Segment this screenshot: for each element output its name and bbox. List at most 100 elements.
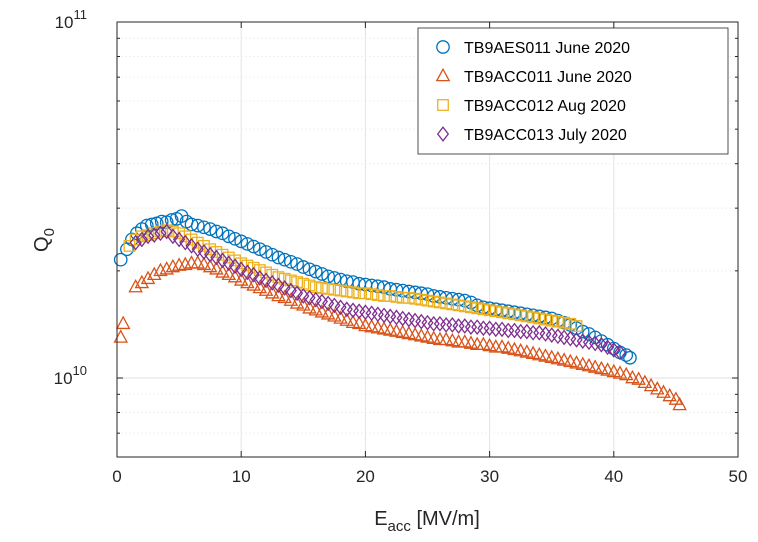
data-point — [340, 285, 353, 298]
data-point — [320, 306, 336, 320]
data-point — [159, 261, 174, 275]
plot-frame — [116, 21, 739, 458]
data-point — [544, 349, 559, 364]
data-point — [477, 303, 490, 316]
data-point — [339, 312, 355, 326]
data-point — [316, 282, 328, 294]
data-point — [202, 258, 218, 273]
data-point — [595, 336, 608, 353]
legend-marker — [436, 40, 450, 54]
data-point — [146, 266, 162, 281]
data-point — [197, 244, 211, 260]
data-point — [135, 231, 148, 248]
data-point — [570, 320, 583, 332]
data-point — [421, 294, 434, 307]
data-point — [123, 239, 136, 252]
data-point — [240, 274, 255, 289]
data-point — [227, 268, 243, 283]
data-point — [353, 287, 366, 300]
data-point — [253, 270, 266, 286]
data-point — [656, 384, 671, 398]
data-point — [184, 217, 199, 232]
data-point — [228, 258, 242, 275]
data-point — [284, 274, 297, 287]
x-axis-label: Eacc [MV/m] — [374, 508, 480, 535]
data-point — [508, 308, 521, 321]
data-point — [185, 238, 198, 254]
data-point — [539, 313, 552, 326]
data-point — [203, 222, 217, 236]
data-point — [283, 292, 299, 306]
legend-entry-label: TB9ACC012 Aug 2020 — [464, 98, 626, 115]
data-point — [129, 234, 142, 251]
x-tick-label: 0 — [112, 467, 121, 486]
data-point — [563, 353, 578, 368]
data-point — [606, 363, 622, 378]
data-point — [272, 277, 285, 294]
data-point — [496, 306, 508, 319]
data-point — [197, 220, 211, 235]
data-point — [625, 369, 640, 384]
data-point — [613, 344, 627, 361]
data-point — [643, 377, 659, 392]
data-point — [240, 237, 255, 251]
y-tick-label: 1011 — [55, 7, 87, 32]
data-point — [587, 359, 603, 373]
data-point — [284, 254, 298, 269]
data-point — [564, 317, 577, 330]
data-point — [558, 316, 571, 329]
data-point — [351, 315, 367, 330]
data-point — [247, 266, 260, 283]
data-point — [235, 261, 248, 278]
data-point — [296, 297, 311, 311]
data-point — [440, 297, 453, 310]
data-point — [607, 341, 620, 358]
data-point — [204, 246, 217, 263]
data-point — [196, 256, 212, 271]
data-point — [191, 241, 204, 258]
data-point — [384, 290, 397, 302]
data-point — [266, 275, 279, 291]
legend: TB9AES011 June 2020 TB9ACC011 June 2020 TB… — [417, 27, 729, 155]
data-point — [538, 310, 553, 325]
data-point — [502, 307, 515, 320]
data-point — [277, 252, 292, 267]
data-point — [128, 278, 143, 293]
data-point — [538, 348, 553, 362]
data-point — [672, 396, 687, 411]
data-point — [190, 218, 205, 233]
data-point — [228, 231, 242, 246]
y-tick-label-base: 10 — [55, 13, 74, 32]
data-point — [575, 356, 591, 370]
data-point — [209, 261, 224, 275]
legend-marker — [437, 99, 449, 111]
data-point — [452, 299, 465, 312]
data-point — [489, 305, 502, 318]
data-point — [148, 227, 161, 243]
y-tick-label-base: 10 — [54, 369, 73, 388]
data-point — [601, 339, 614, 356]
data-point — [378, 290, 390, 302]
data-point — [637, 374, 653, 389]
data-point — [166, 228, 179, 245]
data-point — [179, 230, 192, 243]
data-point — [569, 355, 584, 369]
data-point — [278, 280, 291, 296]
legend-entry-label: TB9AES011 June 2020 — [464, 40, 630, 57]
data-point — [551, 315, 564, 328]
data-point — [557, 315, 571, 330]
data-point — [259, 272, 273, 289]
data-point — [277, 289, 292, 304]
data-point — [222, 255, 235, 272]
data-point — [241, 259, 254, 272]
data-point — [662, 387, 677, 402]
data-point — [302, 262, 317, 277]
legend-marker — [435, 67, 451, 82]
data-point — [115, 315, 131, 330]
legend-entry-label: TB9ACC011 June 2020 — [464, 69, 632, 86]
data-point — [600, 362, 615, 376]
data-point — [533, 312, 546, 325]
data-point — [483, 304, 496, 317]
data-point — [233, 272, 249, 286]
